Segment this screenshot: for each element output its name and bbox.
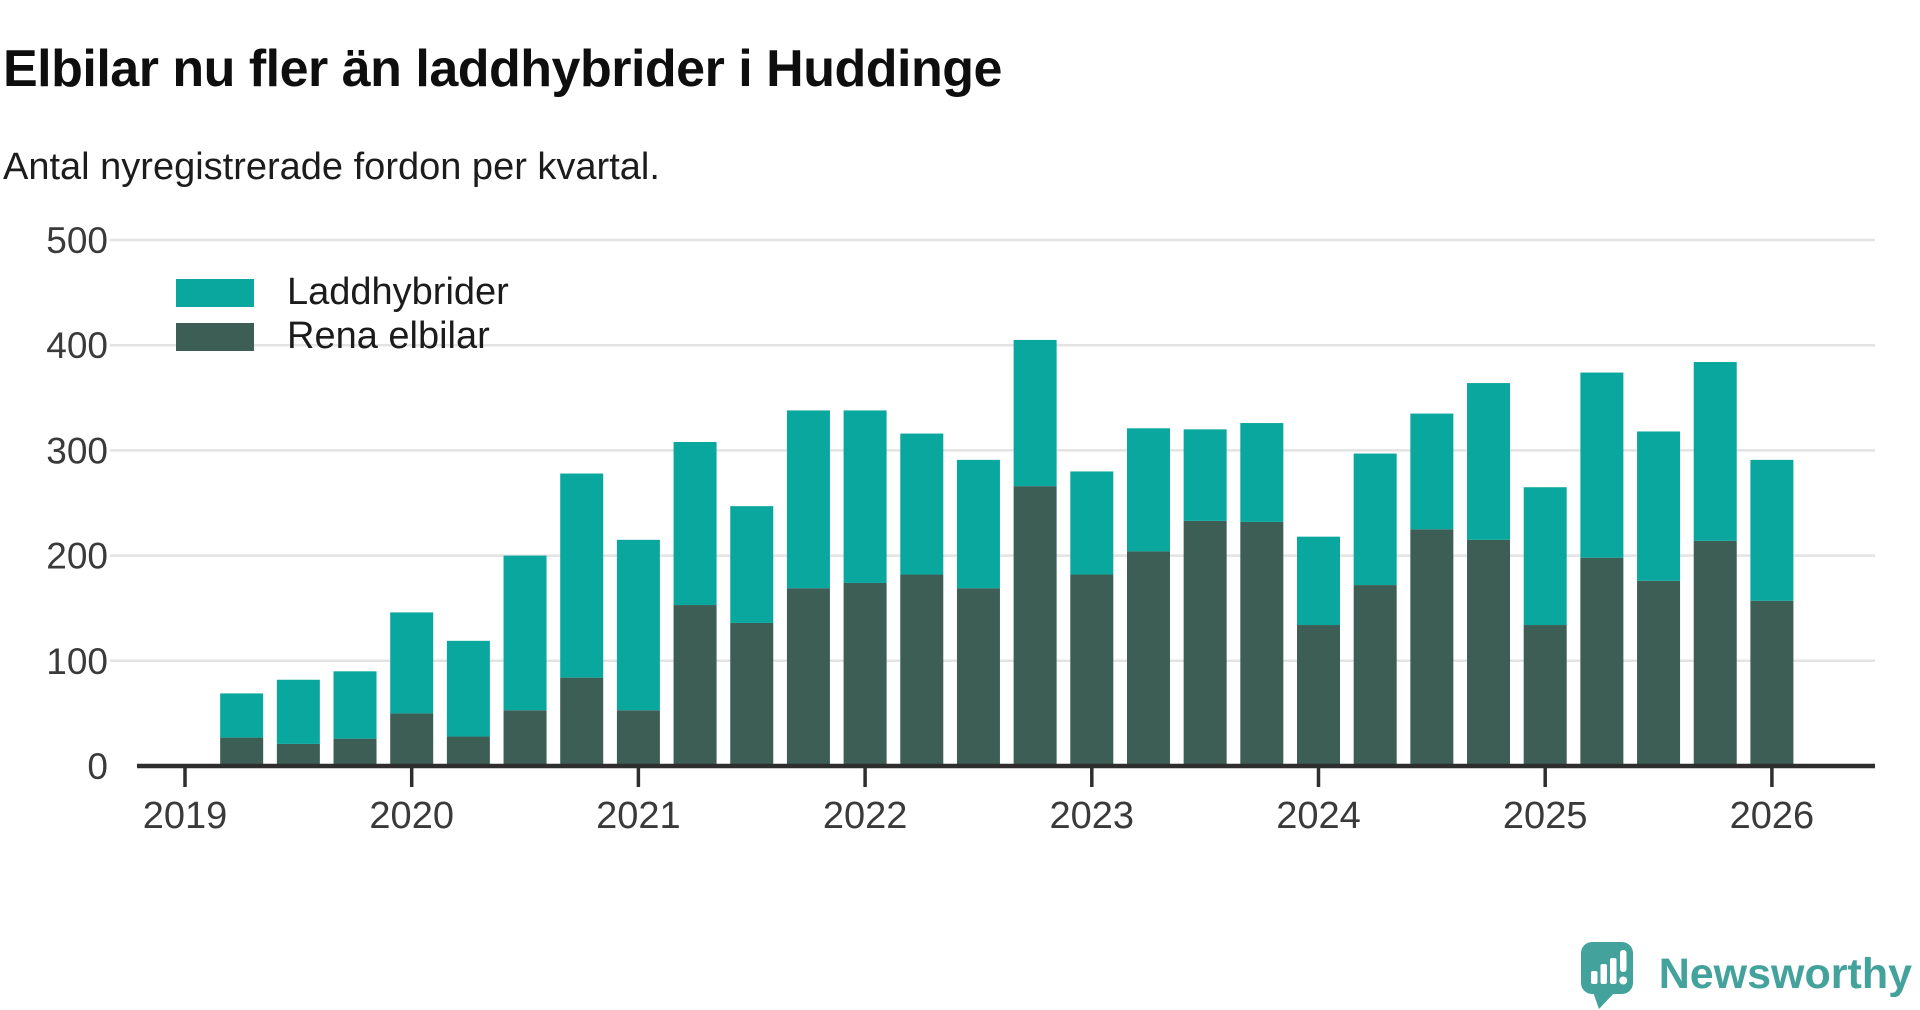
x-axis-tick-label: 2021 bbox=[596, 795, 681, 837]
legend-label: Rena elbilar bbox=[287, 315, 490, 357]
y-axis-tick-label: 300 bbox=[46, 430, 108, 471]
legend-swatch-rena-elbilar bbox=[176, 322, 254, 351]
x-axis-tick-label: 2022 bbox=[823, 795, 908, 837]
bar-segment-laddhybrider bbox=[1467, 383, 1511, 540]
bar-segment-rena-elbilar bbox=[616, 710, 660, 766]
bar-segment-laddhybrider bbox=[1637, 431, 1681, 581]
bar-segment-rena-elbilar bbox=[1183, 520, 1227, 766]
x-axis-tick-label: 2024 bbox=[1276, 795, 1361, 837]
bar-segment-rena-elbilar bbox=[446, 736, 490, 766]
bar-segment-laddhybrider bbox=[1013, 339, 1057, 487]
y-axis-tick-label: 200 bbox=[46, 536, 108, 577]
chart-legend: Laddhybrider Rena elbilar bbox=[176, 271, 509, 357]
bar-segment-laddhybrider bbox=[333, 671, 377, 739]
bar-segment-rena-elbilar bbox=[276, 743, 320, 766]
bar-segment-laddhybrider bbox=[900, 433, 944, 575]
bar-segment-rena-elbilar bbox=[1693, 540, 1737, 766]
brand-name: Newsworthy bbox=[1658, 949, 1912, 998]
y-axis-tick-label: 400 bbox=[46, 325, 108, 366]
bar-segment-rena-elbilar bbox=[900, 574, 944, 766]
x-axis-tick-label: 2019 bbox=[143, 795, 228, 837]
bar-segment-laddhybrider bbox=[1297, 536, 1340, 626]
bar-segment-laddhybrider bbox=[956, 459, 1000, 589]
x-axis-tick-label: 2020 bbox=[369, 795, 454, 837]
bar-segment-laddhybrider bbox=[730, 506, 774, 623]
bar-segment-rena-elbilar bbox=[956, 588, 1000, 766]
bar-segment-rena-elbilar bbox=[1297, 625, 1340, 766]
bar-segment-laddhybrider bbox=[1240, 423, 1284, 522]
bar-segment-rena-elbilar bbox=[1750, 600, 1794, 766]
bar-segment-rena-elbilar bbox=[1070, 574, 1114, 766]
y-axis-tick-label: 500 bbox=[46, 220, 108, 261]
bar-segment-rena-elbilar bbox=[1580, 557, 1624, 766]
page-title: Elbilar nu fler än laddhybrider i Huddin… bbox=[3, 39, 1002, 98]
bar-segment-rena-elbilar bbox=[673, 605, 717, 766]
legend-item-rena-elbilar: Rena elbilar bbox=[176, 315, 509, 357]
bar-segment-rena-elbilar bbox=[1126, 551, 1170, 766]
bar-segment-laddhybrider bbox=[1070, 471, 1114, 575]
bar-segment-rena-elbilar bbox=[786, 588, 830, 766]
bar-segment-laddhybrider bbox=[276, 679, 320, 744]
chart-subtitle: Antal nyregistrerade fordon per kvartal. bbox=[3, 146, 660, 188]
bar-segment-laddhybrider bbox=[1126, 428, 1170, 552]
legend-item-laddhybrider: Laddhybrider bbox=[176, 271, 509, 313]
bar-segment-laddhybrider bbox=[1693, 362, 1737, 541]
x-axis-tick-label: 2026 bbox=[1730, 795, 1815, 837]
bar-segment-laddhybrider bbox=[616, 539, 660, 711]
x-axis-tick-label: 2023 bbox=[1050, 795, 1135, 837]
bar-segment-rena-elbilar bbox=[1467, 539, 1511, 766]
bar-segment-laddhybrider bbox=[1410, 413, 1454, 530]
bar-segment-laddhybrider bbox=[1580, 372, 1624, 558]
newsworthy-branding: Newsworthy bbox=[1579, 938, 1912, 1010]
bar-segment-laddhybrider bbox=[446, 640, 490, 737]
legend-swatch-laddhybrider bbox=[176, 278, 254, 307]
bar-segment-laddhybrider bbox=[843, 410, 887, 583]
bar-segment-rena-elbilar bbox=[220, 737, 264, 766]
bar-segment-laddhybrider bbox=[673, 441, 717, 606]
bar-segment-rena-elbilar bbox=[333, 738, 377, 766]
bar-segment-rena-elbilar bbox=[843, 582, 887, 766]
bar-segment-laddhybrider bbox=[1353, 453, 1397, 586]
bar-segment-rena-elbilar bbox=[730, 622, 774, 766]
bar-segment-rena-elbilar bbox=[1523, 625, 1567, 766]
bar-segment-rena-elbilar bbox=[503, 710, 547, 766]
bar-segment-laddhybrider bbox=[1523, 487, 1567, 626]
bar-segment-rena-elbilar bbox=[1637, 580, 1681, 766]
bar-segment-rena-elbilar bbox=[1353, 585, 1397, 766]
bar-segment-laddhybrider bbox=[786, 410, 830, 589]
bar-segment-laddhybrider bbox=[1750, 459, 1794, 601]
newsworthy-logo-icon bbox=[1580, 942, 1633, 1009]
bar-segment-laddhybrider bbox=[390, 612, 434, 714]
bar-segment-laddhybrider bbox=[503, 555, 547, 711]
bar-segment-laddhybrider bbox=[560, 473, 604, 678]
y-axis-tick-label: 0 bbox=[87, 746, 108, 787]
bar-segment-rena-elbilar bbox=[1013, 486, 1057, 766]
x-axis-tick-label: 2025 bbox=[1503, 795, 1588, 837]
legend-label: Laddhybrider bbox=[287, 271, 509, 313]
bar-segment-laddhybrider bbox=[1183, 429, 1227, 521]
bar-segment-rena-elbilar bbox=[1410, 529, 1454, 766]
bar-segment-laddhybrider bbox=[220, 693, 264, 738]
bar-segment-rena-elbilar bbox=[1240, 521, 1284, 766]
y-axis-tick-label: 100 bbox=[46, 641, 108, 682]
bar-segment-rena-elbilar bbox=[390, 713, 434, 766]
bar-segment-rena-elbilar bbox=[560, 677, 604, 766]
